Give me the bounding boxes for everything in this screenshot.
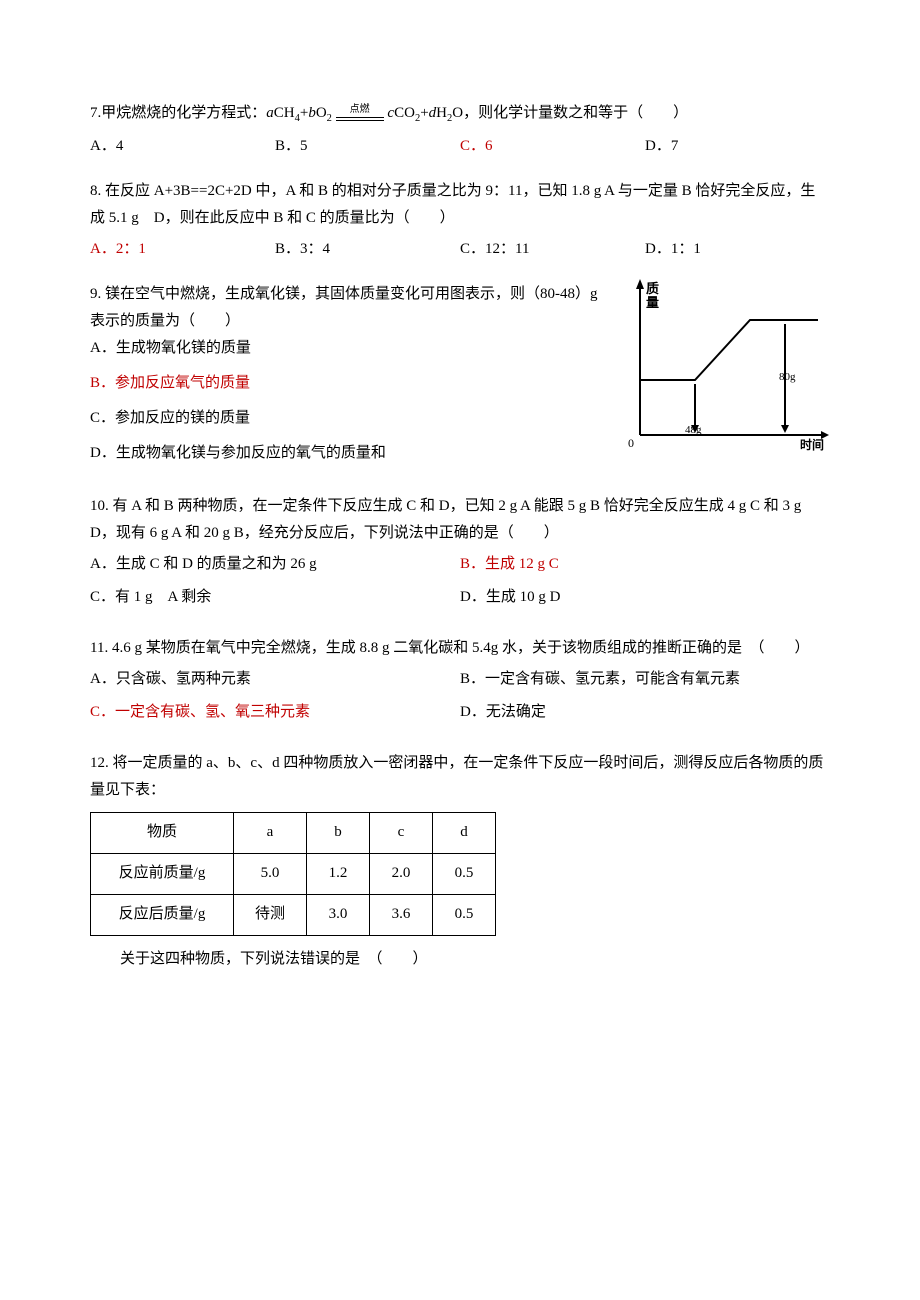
table-header-cell: c xyxy=(370,812,433,853)
q8-opt-d[interactable]: D．1：1 xyxy=(645,236,830,263)
h2o-h: H xyxy=(436,105,447,121)
q11-opt-c[interactable]: C．一定含有碳、氢、氧三种元素 xyxy=(90,699,460,726)
svg-text:量: 量 xyxy=(646,295,659,310)
q8-opt-a[interactable]: A．2：1 xyxy=(90,236,275,263)
mass-time-chart: 48g 80g 质量时间 0 xyxy=(620,275,830,455)
table-header-cell: d xyxy=(433,812,496,853)
table-cell: 5.0 xyxy=(234,853,307,894)
svg-text:0: 0 xyxy=(628,436,634,450)
q10-options: A．生成 C 和 D 的质量之和为 26 g B．生成 12 g C C．有 1… xyxy=(90,551,830,617)
table-cell: 反应后质量/g xyxy=(91,894,234,935)
table-row: 物质abcd xyxy=(91,812,496,853)
svg-text:48g: 48g xyxy=(685,424,702,436)
q11-opt-a[interactable]: A．只含碳、氢两种元素 xyxy=(90,666,460,693)
table-cell: 2.0 xyxy=(370,853,433,894)
q11-options: A．只含碳、氢两种元素 B．一定含有碳、氢元素，可能含有氧元素 C．一定含有碳、… xyxy=(90,666,830,732)
table-header-cell: 物质 xyxy=(91,812,234,853)
q8-stem: 8. 在反应 A+3B==2C+2D 中，A 和 B 的相对分子质量之比为 9：… xyxy=(90,178,830,232)
co2: CO xyxy=(394,105,415,121)
question-12: 12. 将一定质量的 a、b、c、d 四种物质放入一密闭器中，在一定条件下反应一… xyxy=(90,750,830,973)
table-row: 反应前质量/g5.01.22.00.5 xyxy=(91,853,496,894)
q10-opt-a[interactable]: A．生成 C 和 D 的质量之和为 26 g xyxy=(90,551,460,578)
sub-4: 4 xyxy=(295,113,300,124)
q9-chart: 48g 80g 质量时间 0 xyxy=(620,275,830,465)
table-cell: 3.6 xyxy=(370,894,433,935)
table-row: 反应后质量/g待测3.03.60.5 xyxy=(91,894,496,935)
question-8: 8. 在反应 A+3B==2C+2D 中，A 和 B 的相对分子质量之比为 9：… xyxy=(90,178,830,263)
ch4: CH xyxy=(274,105,295,121)
svg-text:质: 质 xyxy=(646,281,659,296)
question-10: 10. 有 A 和 B 两种物质，在一定条件下反应生成 C 和 D，已知 2 g… xyxy=(90,493,830,617)
table-cell: 0.5 xyxy=(433,894,496,935)
q7-opt-c[interactable]: C．6 xyxy=(460,133,645,160)
table-cell: 1.2 xyxy=(307,853,370,894)
sub-2b: 2 xyxy=(415,113,420,124)
svg-text:时间: 时间 xyxy=(800,437,824,452)
q12-tail: 关于这四种物质，下列说法错误的是 （ ） xyxy=(90,946,830,973)
q8-options: A．2：1 B．3：4 C．12：11 D．1：1 xyxy=(90,236,830,263)
q7-options: A．4 B．5 C．6 D．7 xyxy=(90,133,830,160)
arrow-lines xyxy=(336,117,384,121)
q10-stem: 10. 有 A 和 B 两种物质，在一定条件下反应生成 C 和 D，已知 2 g… xyxy=(90,493,830,547)
table-cell: 0.5 xyxy=(433,853,496,894)
q8-opt-b[interactable]: B．3：4 xyxy=(275,236,460,263)
svg-text:80g: 80g xyxy=(779,371,796,383)
q12-stem: 12. 将一定质量的 a、b、c、d 四种物质放入一密闭器中，在一定条件下反应一… xyxy=(90,750,830,804)
coef-b: b xyxy=(308,105,316,121)
coef-a: a xyxy=(266,105,274,121)
q11-opt-d[interactable]: D．无法确定 xyxy=(460,699,830,726)
sub-2a: 2 xyxy=(327,113,332,124)
reaction-condition: 点燃 xyxy=(336,105,384,115)
q7-stem-suffix: O，则化学计量数之和等于（ ） xyxy=(452,105,688,121)
q10-opt-b[interactable]: B．生成 12 g C xyxy=(460,551,830,578)
table-header-cell: a xyxy=(234,812,307,853)
q7-stem-prefix: 7.甲烷燃烧的化学方程式： xyxy=(90,105,266,121)
table-cell: 3.0 xyxy=(307,894,370,935)
table-cell: 待测 xyxy=(234,894,307,935)
q10-opt-c[interactable]: C．有 1 g A 剩余 xyxy=(90,584,460,611)
reaction-arrow: 点燃 xyxy=(336,105,384,123)
table-header-cell: b xyxy=(307,812,370,853)
question-9: 48g80g质量时间0 9. 镁在空气中燃烧，生成氧化镁，其固体质量变化可用图表… xyxy=(90,281,830,475)
table-cell: 反应前质量/g xyxy=(91,853,234,894)
q11-stem: 11. 4.6 g 某物质在氧气中完全燃烧，生成 8.8 g 二氧化碳和 5.4… xyxy=(90,635,830,662)
question-7: 7.甲烷燃烧的化学方程式：aCH4+bO2 点燃 cCO2+dH2O，则化学计量… xyxy=(90,100,830,160)
q11-opt-b[interactable]: B．一定含有碳、氢元素，可能含有氧元素 xyxy=(460,666,830,693)
q8-opt-c[interactable]: C．12：11 xyxy=(460,236,645,263)
q12-table: 物质abcd反应前质量/g5.01.22.00.5反应后质量/g待测3.03.6… xyxy=(90,812,496,936)
q7-stem: 7.甲烷燃烧的化学方程式：aCH4+bO2 点燃 cCO2+dH2O，则化学计量… xyxy=(90,100,830,129)
question-11: 11. 4.6 g 某物质在氧气中完全燃烧，生成 8.8 g 二氧化碳和 5.4… xyxy=(90,635,830,732)
o2: O xyxy=(316,105,327,121)
q10-opt-d[interactable]: D．生成 10 g D xyxy=(460,584,830,611)
q7-opt-a[interactable]: A．4 xyxy=(90,133,275,160)
q7-opt-b[interactable]: B．5 xyxy=(275,133,460,160)
q7-opt-d[interactable]: D．7 xyxy=(645,133,830,160)
